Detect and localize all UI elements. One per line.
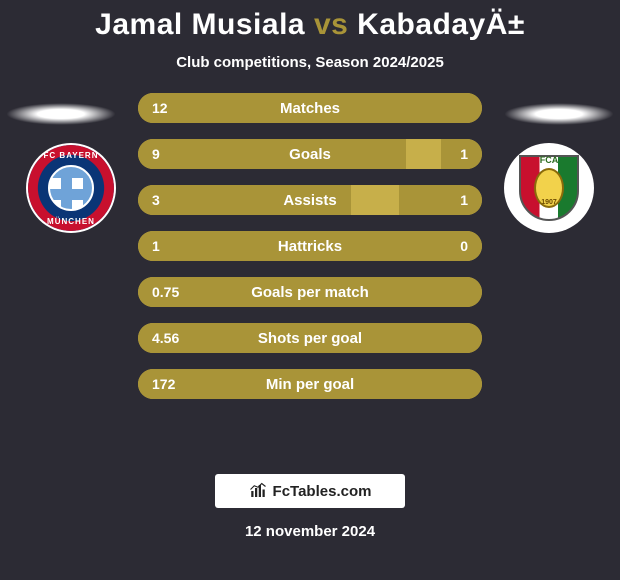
stat-row: 4.56Shots per goal	[138, 323, 482, 353]
stat-fill-right	[399, 185, 482, 215]
bayern-ring-top: FC BAYERN	[28, 151, 114, 160]
stat-fill-left	[138, 277, 482, 307]
stat-value-left: 12	[152, 93, 168, 123]
stat-bars: 12Matches91Goals31Assists10Hattricks0.75…	[138, 93, 482, 415]
stat-value-left: 172	[152, 369, 175, 399]
stat-value-left: 4.56	[152, 323, 179, 353]
stat-value-left: 3	[152, 185, 160, 215]
stat-row: 172Min per goal	[138, 369, 482, 399]
stat-value-right: 1	[460, 139, 468, 169]
player1-club-badge: FC BAYERN MÜNCHEN	[26, 143, 116, 233]
stat-row: 0.75Goals per match	[138, 277, 482, 307]
stat-value-left: 1	[152, 231, 160, 261]
stat-fill-left	[138, 139, 406, 169]
stat-fill-left	[138, 185, 351, 215]
date-label: 12 november 2024	[0, 523, 620, 540]
player1-shadow	[6, 103, 116, 125]
stat-fill-left	[138, 231, 482, 261]
stat-value-left: 0.75	[152, 277, 179, 307]
stat-row: 31Assists	[138, 185, 482, 215]
bayern-ring-bottom: MÜNCHEN	[28, 217, 114, 226]
stat-fill-left	[138, 323, 482, 353]
stat-row: 10Hattricks	[138, 231, 482, 261]
stat-row: 91Goals	[138, 139, 482, 169]
brand-text: FcTables.com	[273, 483, 372, 500]
augsburg-ring: FCA	[521, 155, 577, 165]
stat-fill-left	[138, 93, 482, 123]
player2-shadow	[504, 103, 614, 125]
brand-chart-icon	[249, 482, 267, 500]
brand-chip: FcTables.com	[215, 474, 405, 508]
player2-name: KabadayÄ±	[357, 8, 525, 41]
player2-club-badge: FCA 1907	[504, 143, 594, 233]
stat-fill-left	[138, 369, 482, 399]
player1-name: Jamal Musiala	[95, 8, 305, 41]
subtitle: Club competitions, Season 2024/2025	[0, 54, 620, 71]
stat-value-right: 1	[460, 185, 468, 215]
page-title: Jamal Musiala vs KabadayÄ±	[0, 0, 620, 42]
stat-value-left: 9	[152, 139, 160, 169]
stat-row: 12Matches	[138, 93, 482, 123]
comparison-canvas: FC BAYERN MÜNCHEN FCA 1907 12Matches91Go…	[0, 85, 620, 525]
stat-value-right: 0	[460, 231, 468, 261]
vs-label: vs	[314, 8, 348, 41]
augsburg-year: 1907	[534, 168, 564, 208]
